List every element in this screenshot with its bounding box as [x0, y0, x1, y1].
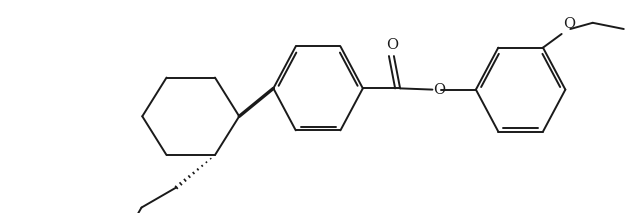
- Text: O: O: [563, 18, 575, 31]
- Text: O: O: [433, 83, 445, 97]
- Text: O: O: [387, 38, 399, 52]
